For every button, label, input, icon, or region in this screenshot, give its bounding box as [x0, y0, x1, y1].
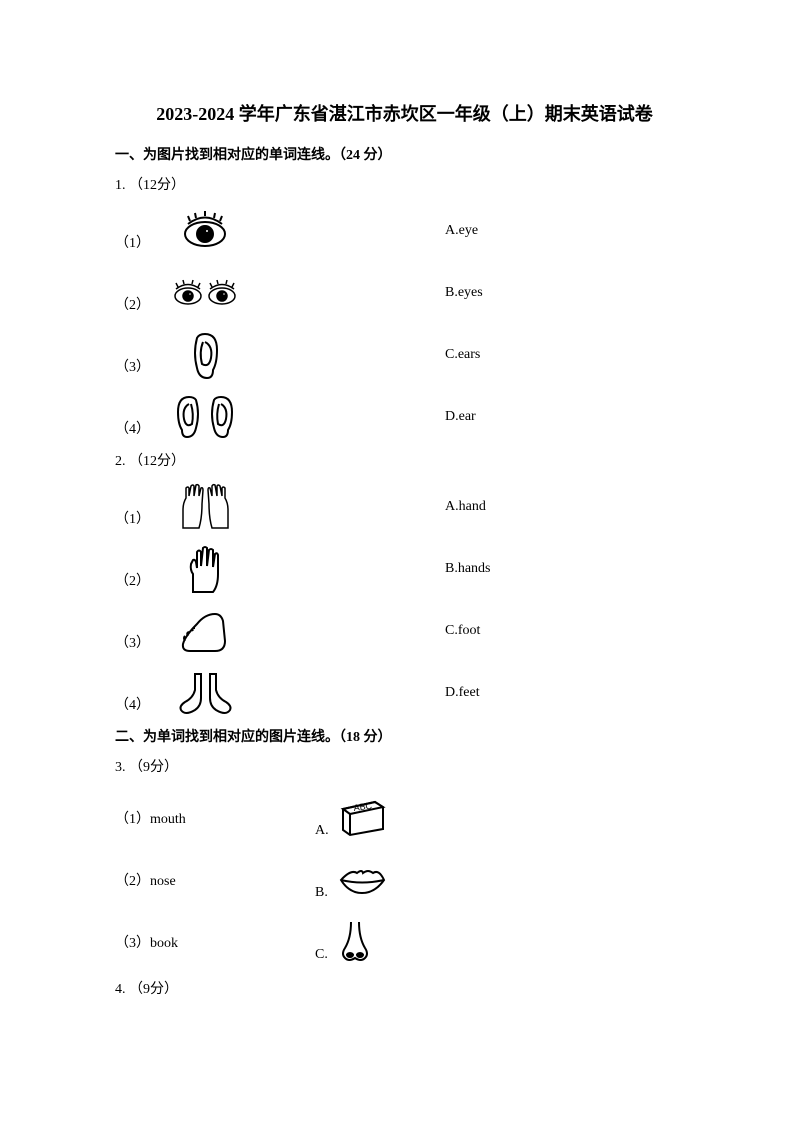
- book-icon: ABC: [335, 797, 390, 839]
- item-number: （3）: [115, 356, 165, 384]
- q3-item-1: （1）mouth A. ABC: [115, 792, 694, 844]
- mouth-icon: [335, 863, 390, 898]
- section1-header: 一、为图片找到相对应的单词连线。（24 分）: [115, 144, 694, 164]
- word-text: （2）nose: [115, 870, 315, 890]
- q3-item-3: （3）book C.: [115, 916, 694, 968]
- eye-icon: [165, 209, 245, 254]
- item-number: （4）: [115, 418, 165, 446]
- foot-icon: [165, 606, 245, 656]
- q3-header: 3. （9分）: [115, 756, 694, 776]
- q1-item-4: （4） D.ear: [115, 388, 694, 446]
- q2-item-3: （3） C.foot: [115, 602, 694, 660]
- hands-up-icon: [165, 480, 245, 535]
- option-letter: B.: [315, 885, 335, 906]
- word-text: （3）book: [115, 932, 315, 952]
- option-text: A.eye: [445, 223, 478, 239]
- option-text: C.ears: [445, 347, 480, 363]
- item-number: （1）: [115, 232, 165, 260]
- q1-item-3: （3） C.ears: [115, 326, 694, 384]
- q1-item-1: （1） A.eye: [115, 202, 694, 260]
- item-number: （1）: [115, 508, 165, 536]
- q2-item-4: （4） D.feet: [115, 664, 694, 722]
- section2-header: 二、为单词找到相对应的图片连线。（18 分）: [115, 726, 694, 746]
- option-text: B.eyes: [445, 285, 483, 301]
- q2-item-2: （2） B.hands: [115, 540, 694, 598]
- ear-icon: [165, 328, 245, 383]
- item-number: （2）: [115, 294, 165, 322]
- option-text: C.foot: [445, 623, 480, 639]
- q1-header: 1. （12分）: [115, 174, 694, 194]
- item-number: （2）: [115, 570, 165, 598]
- hand-icon: [165, 542, 245, 597]
- item-number: （3）: [115, 632, 165, 660]
- q1-item-2: （2） B.eyes: [115, 264, 694, 322]
- option-text: D.feet: [445, 685, 480, 701]
- q2-header: 2. （12分）: [115, 450, 694, 470]
- word-text: （1）mouth: [115, 808, 315, 828]
- ears-icon: [165, 392, 245, 442]
- q3-item-2: （2）nose B.: [115, 854, 694, 906]
- option-text: A.hand: [445, 499, 486, 515]
- q2-item-1: （1） A.hand: [115, 478, 694, 536]
- feet-icon: [165, 666, 245, 721]
- eyes-icon: [165, 276, 245, 311]
- page-title: 2023-2024 学年广东省湛江市赤坎区一年级（上）期末英语试卷: [115, 100, 694, 126]
- nose-icon: [335, 918, 375, 966]
- q4-header: 4. （9分）: [115, 978, 694, 998]
- item-number: （4）: [115, 694, 165, 722]
- option-text: B.hands: [445, 561, 491, 577]
- svg-text:ABC: ABC: [353, 800, 373, 813]
- option-text: D.ear: [445, 409, 476, 425]
- option-letter: C.: [315, 947, 335, 968]
- option-letter: A.: [315, 823, 335, 844]
